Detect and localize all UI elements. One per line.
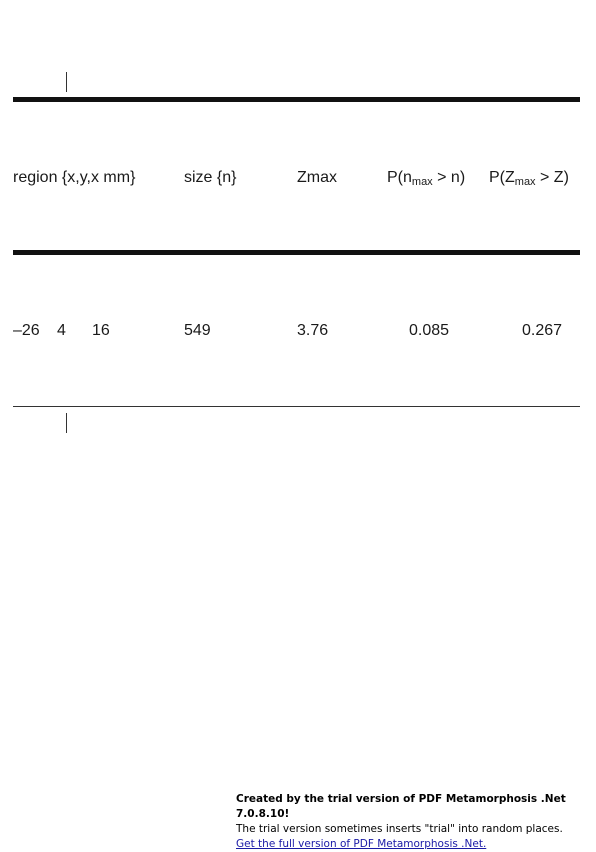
cell-zmax: 3.76 [297,322,329,339]
table-bottom-rule [13,406,580,407]
cell-region-y: 4 [57,322,66,339]
table-header-rule [13,250,580,255]
header-zmax: Zmax [297,169,337,186]
text-cursor-mark [66,72,67,92]
footer-full-version-link[interactable]: Get the full version of PDF Metamorphosi… [236,838,487,850]
footer-trial-note: The trial version sometimes inserts "tri… [236,823,563,835]
cell-size: 549 [184,322,211,339]
header-p-nmax: P(nmax > n) [387,169,466,188]
trial-footer: Created by the trial version of PDF Meta… [236,792,596,852]
cell-region-x: –26 [13,322,40,339]
cell-region-z: 16 [92,322,110,339]
header-p-zmax: P(Zmax > Z) [489,169,569,188]
table-top-rule [13,97,580,102]
header-region: region {x,y,x mm} [13,169,136,186]
footer-created-by: Created by the trial version of PDF Meta… [236,793,566,820]
cell-p-nmax: 0.085 [409,322,450,339]
text-cursor-mark [66,413,67,433]
cell-p-zmax: 0.267 [522,322,563,339]
header-size: size {n} [184,169,237,186]
